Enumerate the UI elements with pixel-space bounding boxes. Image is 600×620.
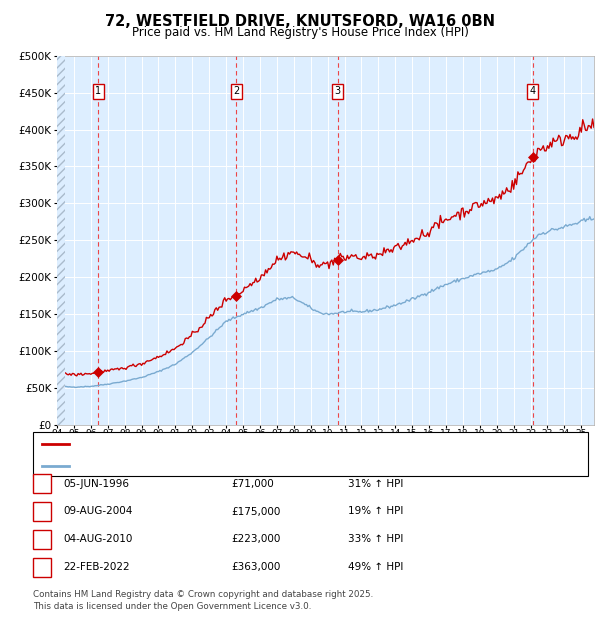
Text: 22-FEB-2022: 22-FEB-2022 [63, 562, 130, 572]
Text: 04-AUG-2010: 04-AUG-2010 [63, 534, 133, 544]
Text: £223,000: £223,000 [231, 534, 280, 544]
Text: 2: 2 [233, 86, 239, 96]
Text: 1: 1 [95, 86, 101, 96]
Text: 09-AUG-2004: 09-AUG-2004 [63, 507, 133, 516]
Text: 4: 4 [530, 86, 536, 96]
Text: 2: 2 [38, 507, 46, 516]
Text: Contains HM Land Registry data © Crown copyright and database right 2025.
This d: Contains HM Land Registry data © Crown c… [33, 590, 373, 611]
Text: £71,000: £71,000 [231, 479, 274, 489]
Text: 05-JUN-1996: 05-JUN-1996 [63, 479, 129, 489]
Text: Price paid vs. HM Land Registry's House Price Index (HPI): Price paid vs. HM Land Registry's House … [131, 26, 469, 39]
Polygon shape [57, 56, 65, 425]
Text: 31% ↑ HPI: 31% ↑ HPI [348, 479, 403, 489]
Text: 19% ↑ HPI: 19% ↑ HPI [348, 507, 403, 516]
Text: 72, WESTFIELD DRIVE, KNUTSFORD, WA16 0BN (semi-detached house): 72, WESTFIELD DRIVE, KNUTSFORD, WA16 0BN… [73, 439, 421, 449]
Text: 3: 3 [335, 86, 341, 96]
Text: 72, WESTFIELD DRIVE, KNUTSFORD, WA16 0BN: 72, WESTFIELD DRIVE, KNUTSFORD, WA16 0BN [105, 14, 495, 29]
Text: 4: 4 [38, 562, 46, 572]
Text: £363,000: £363,000 [231, 562, 280, 572]
Text: 49% ↑ HPI: 49% ↑ HPI [348, 562, 403, 572]
Text: £175,000: £175,000 [231, 507, 280, 516]
Text: 1: 1 [38, 479, 46, 489]
Text: 3: 3 [38, 534, 46, 544]
Text: 33% ↑ HPI: 33% ↑ HPI [348, 534, 403, 544]
Text: HPI: Average price, semi-detached house, Cheshire East: HPI: Average price, semi-detached house,… [73, 461, 348, 471]
